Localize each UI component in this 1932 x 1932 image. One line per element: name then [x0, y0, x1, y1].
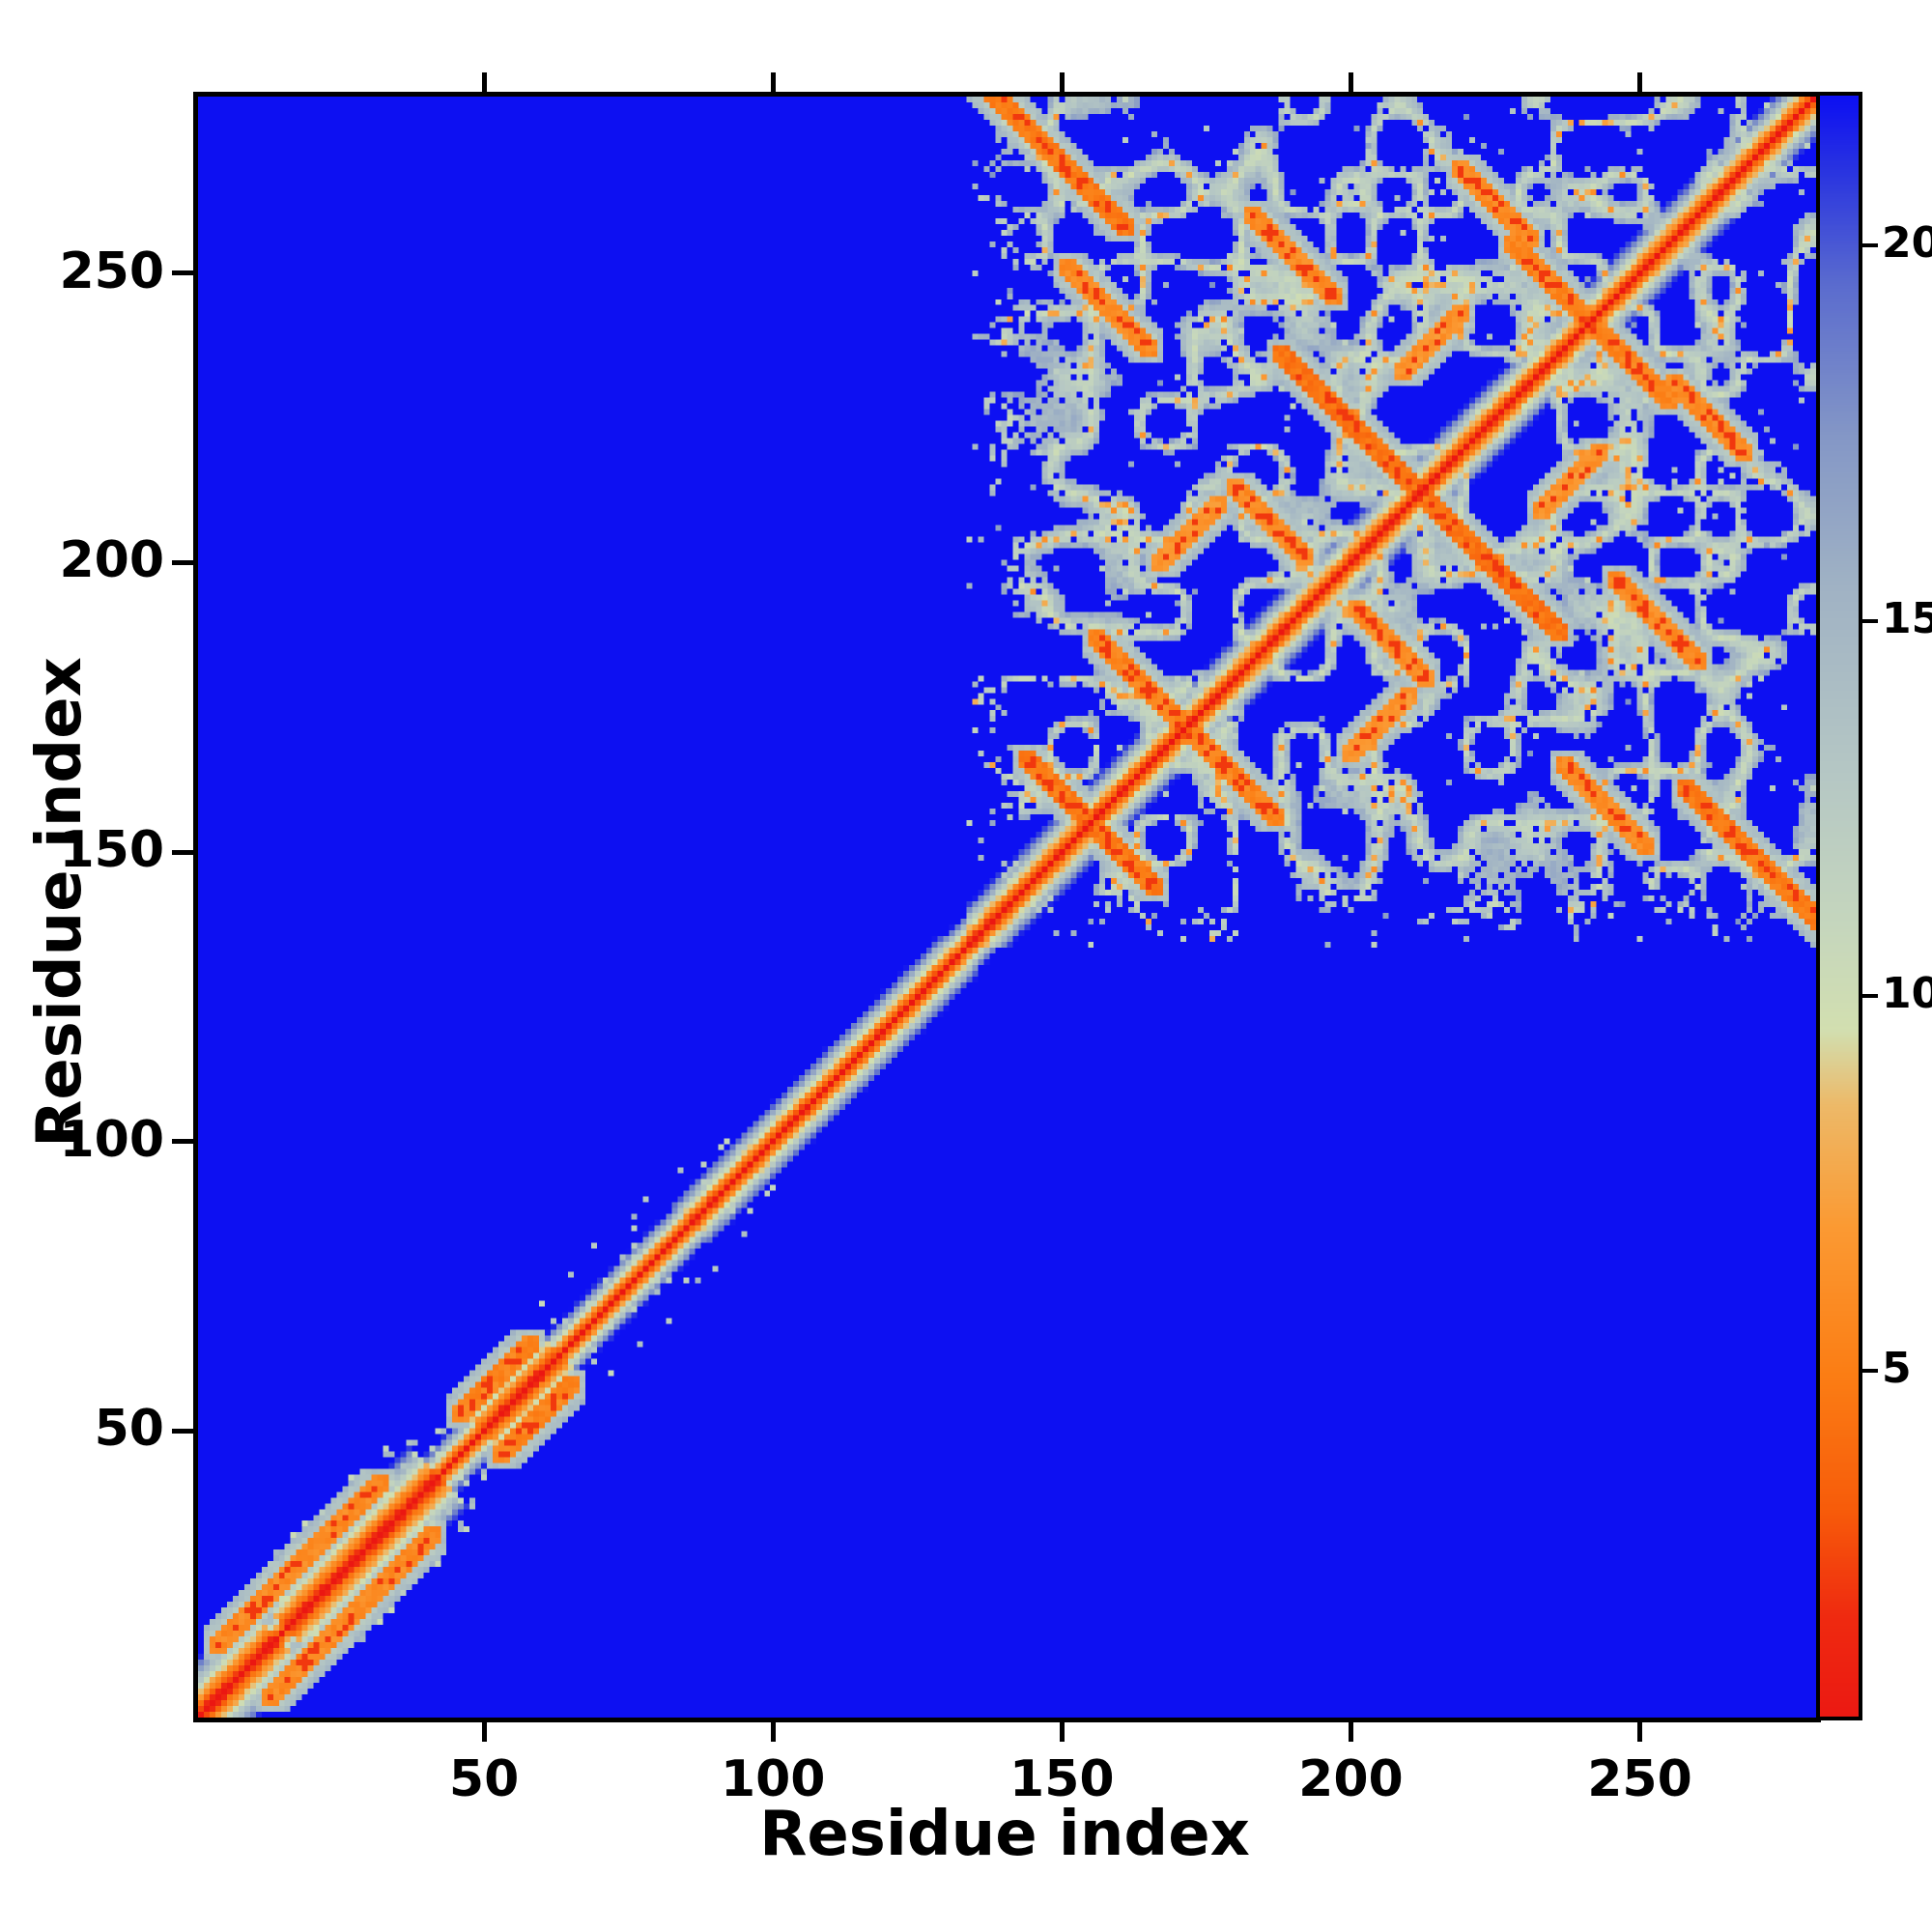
x-tick-mark — [770, 1722, 776, 1742]
y-tick-mark — [172, 1139, 193, 1145]
x-tick-label: 250 — [1587, 1750, 1692, 1808]
y-tick-label: 100 — [59, 1110, 164, 1169]
x-top-tick-mark — [1637, 72, 1643, 92]
colorbar-tick-mark — [1862, 994, 1878, 999]
colorbar-canvas — [1820, 96, 1859, 1717]
heatmap-plot-area — [193, 92, 1821, 1722]
colorbar-tick-label: 20 — [1882, 218, 1932, 269]
x-tick-label: 150 — [1009, 1750, 1115, 1808]
x-tick-label: 100 — [720, 1750, 826, 1808]
colorbar-tick-label: 10 — [1882, 969, 1932, 1019]
x-tick-label: 200 — [1298, 1750, 1404, 1808]
y-tick-label: 250 — [59, 242, 164, 300]
y-tick-label: 150 — [59, 821, 164, 880]
x-tick-label: 50 — [448, 1750, 520, 1808]
y-axis-title: Residue index — [24, 657, 96, 1148]
colorbar-tick-mark — [1862, 618, 1878, 623]
colorbar-tick-mark — [1862, 243, 1878, 248]
colorbar-tick-label: 15 — [1882, 593, 1932, 643]
x-top-tick-mark — [770, 72, 776, 92]
x-axis-title: Residue index — [759, 1799, 1250, 1870]
x-top-tick-mark — [1059, 72, 1065, 92]
x-tick-mark — [1059, 1722, 1065, 1742]
x-top-tick-mark — [1348, 72, 1353, 92]
colorbar-tick-label: 5 — [1882, 1344, 1912, 1394]
x-tick-mark — [1348, 1722, 1353, 1742]
colorbar-tick-mark — [1862, 1369, 1878, 1374]
y-tick-mark — [172, 270, 193, 276]
y-tick-label: 200 — [59, 531, 164, 590]
y-tick-mark — [172, 559, 193, 565]
x-top-tick-mark — [481, 72, 487, 92]
x-tick-mark — [1637, 1722, 1643, 1742]
x-tick-mark — [481, 1722, 487, 1742]
colorbar — [1816, 92, 1862, 1720]
heatmap-canvas — [198, 97, 1816, 1718]
y-tick-mark — [172, 849, 193, 855]
y-tick-label: 50 — [94, 1400, 164, 1459]
y-tick-mark — [172, 1428, 193, 1434]
